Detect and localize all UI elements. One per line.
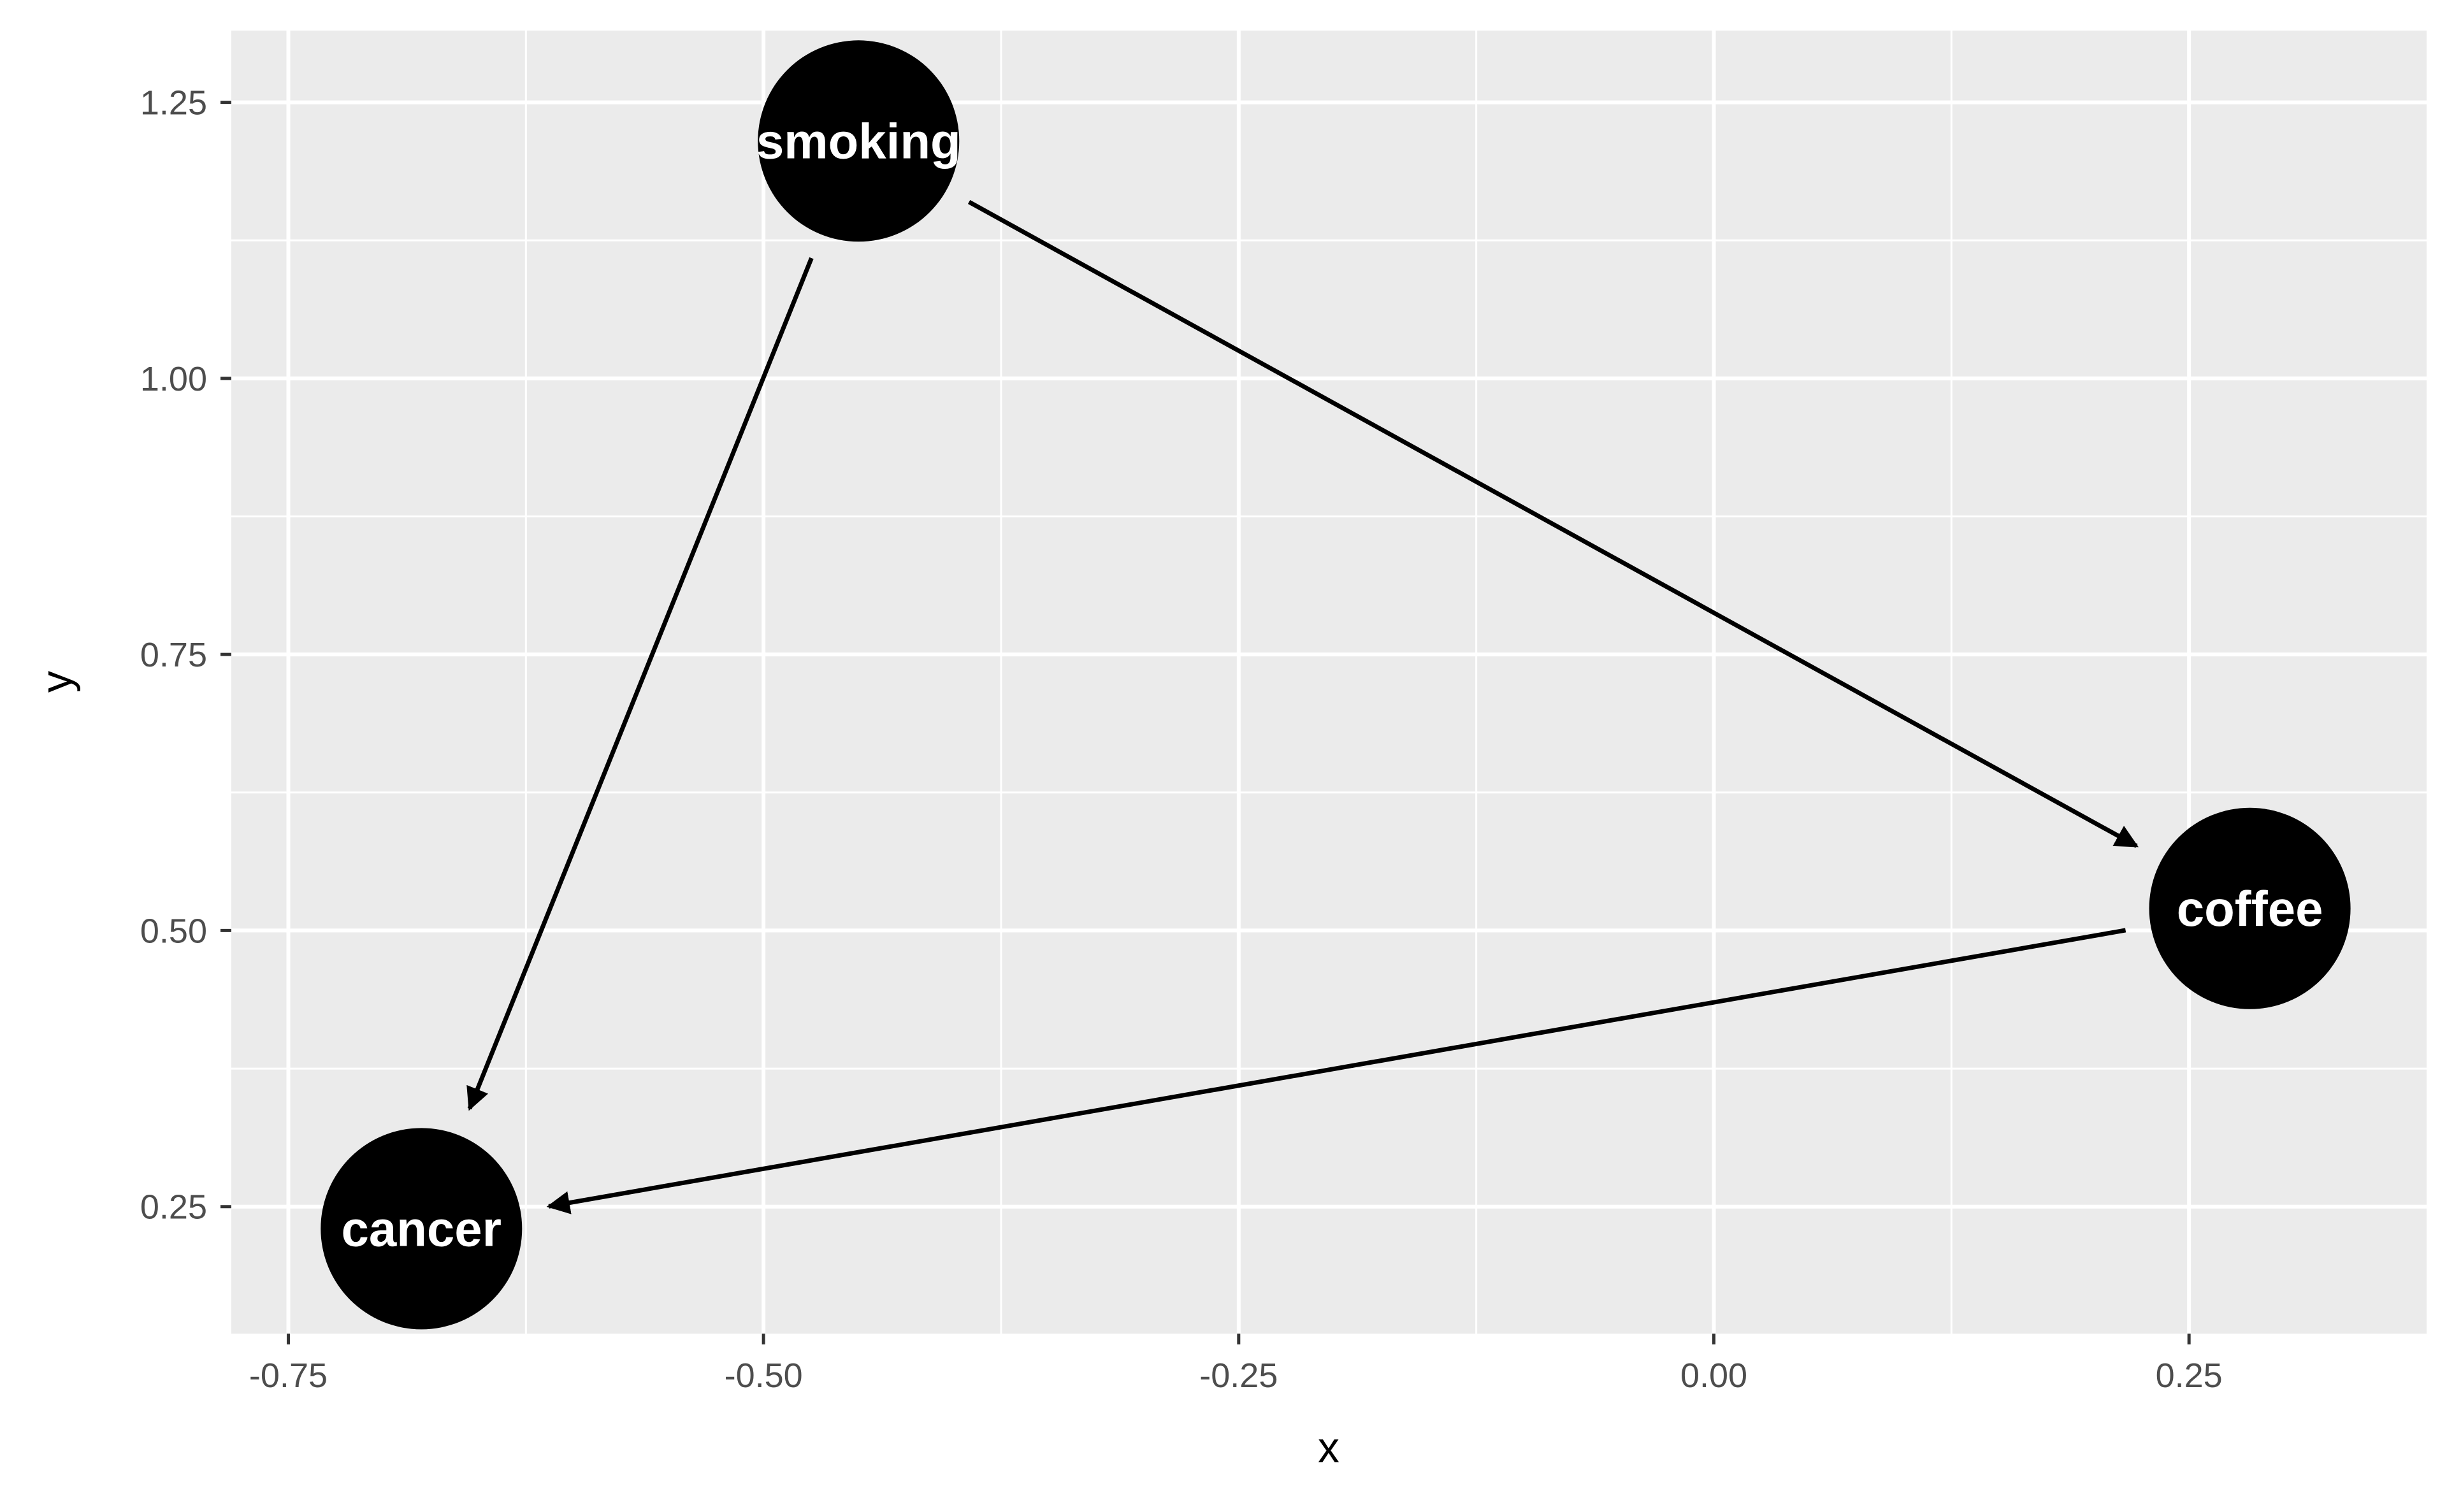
node-label-cancer: cancer [342, 1200, 502, 1256]
y-tick-label: 1.25 [140, 84, 207, 122]
node-label-coffee: coffee [2177, 881, 2323, 937]
y-tick-label: 0.25 [140, 1188, 207, 1227]
x-axis: -0.75 -0.50 -0.25 0.00 0.25 [249, 1334, 2223, 1395]
y-tick-label: 1.00 [140, 360, 207, 398]
major-gridlines [231, 31, 2427, 1334]
node-cancer: cancer [321, 1128, 523, 1330]
y-tick-label: 0.75 [140, 636, 207, 674]
edge-coffee-to-cancer [546, 928, 2126, 1214]
node-label-smoking: smoking [756, 113, 961, 169]
node-circle-coffee [2149, 807, 2351, 1009]
x-tick-label: 0.25 [2156, 1357, 2223, 1395]
node-coffee: coffee [2149, 807, 2351, 1009]
x-tick-label: -0.25 [1199, 1357, 1278, 1395]
edge-smoking-to-coffee [967, 199, 2139, 848]
y-axis: 0.25 0.50 0.75 1.00 1.25 [140, 84, 231, 1227]
nodes: smoking coffee cancer [321, 40, 2351, 1330]
y-axis-title: y [32, 671, 81, 693]
x-tick-label: -0.50 [725, 1357, 803, 1395]
node-circle-smoking [758, 40, 960, 242]
y-tick-label: 0.50 [140, 912, 207, 950]
x-tick-label: -0.75 [249, 1357, 328, 1395]
edges [466, 199, 2139, 1214]
x-axis-title: x [1318, 1423, 1339, 1472]
node-smoking: smoking [756, 40, 961, 242]
x-tick-label: 0.00 [1680, 1357, 1747, 1395]
plot-panel [231, 31, 2427, 1334]
edge-smoking-to-cancer [466, 257, 814, 1111]
node-circle-cancer [321, 1128, 523, 1330]
